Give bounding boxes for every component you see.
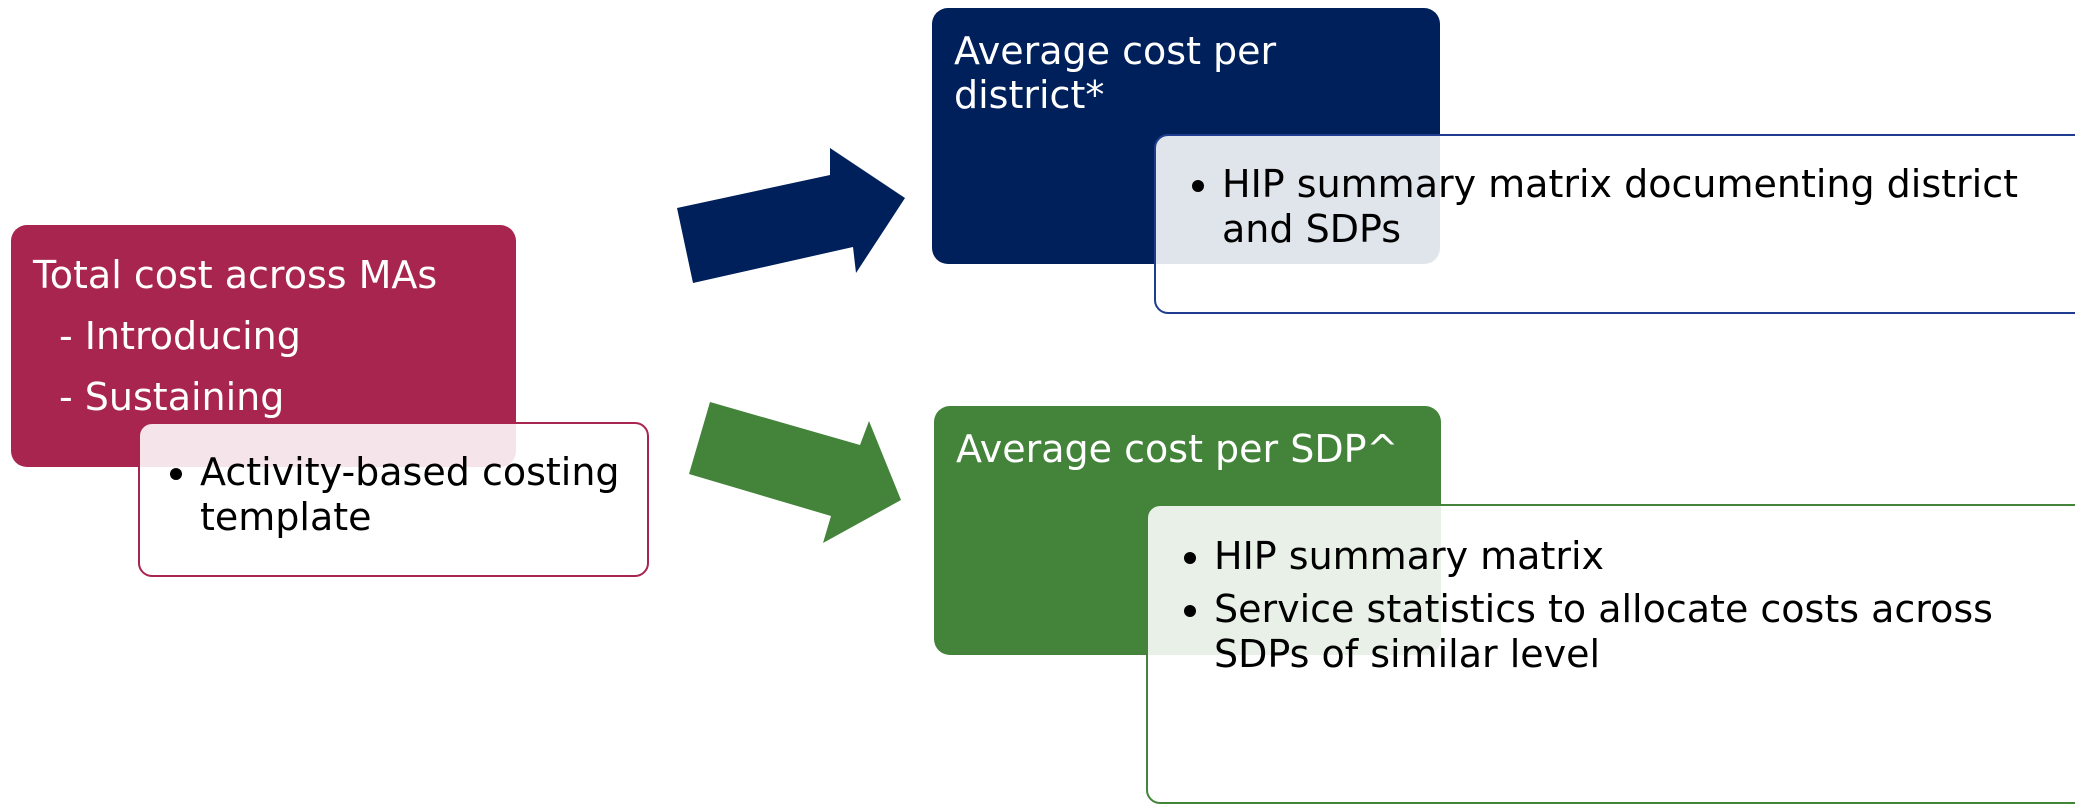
top-detail: HIP summary matrix documenting district … — [1222, 162, 2022, 252]
bottom-title: Average cost per SDP^ — [956, 427, 1399, 471]
arrows — [677, 148, 905, 543]
left-box: Total cost across MAs - Introducing - Su… — [11, 225, 516, 467]
left-note: Activity-based costing template — [138, 422, 649, 577]
top-note: HIP summary matrix documenting district … — [1154, 134, 2075, 314]
bottom-detail: HIP summary matrix — [1214, 534, 2014, 579]
arrow-bottom — [689, 402, 901, 543]
left-item: - Introducing — [59, 313, 301, 358]
bottom-detail: Service statistics to allocate costs acr… — [1214, 587, 2014, 677]
left-item: - Sustaining — [59, 374, 285, 419]
page: Total cost across MAs - Introducing - Su… — [0, 0, 2075, 775]
left-title: Total cost across MAs — [33, 253, 438, 297]
top-title: Average cost per district* — [954, 29, 1277, 117]
left-detail: Activity-based costing template — [200, 450, 627, 540]
arrow-top — [677, 148, 905, 283]
bottom-note: HIP summary matrix Service statistics to… — [1146, 504, 2075, 804]
